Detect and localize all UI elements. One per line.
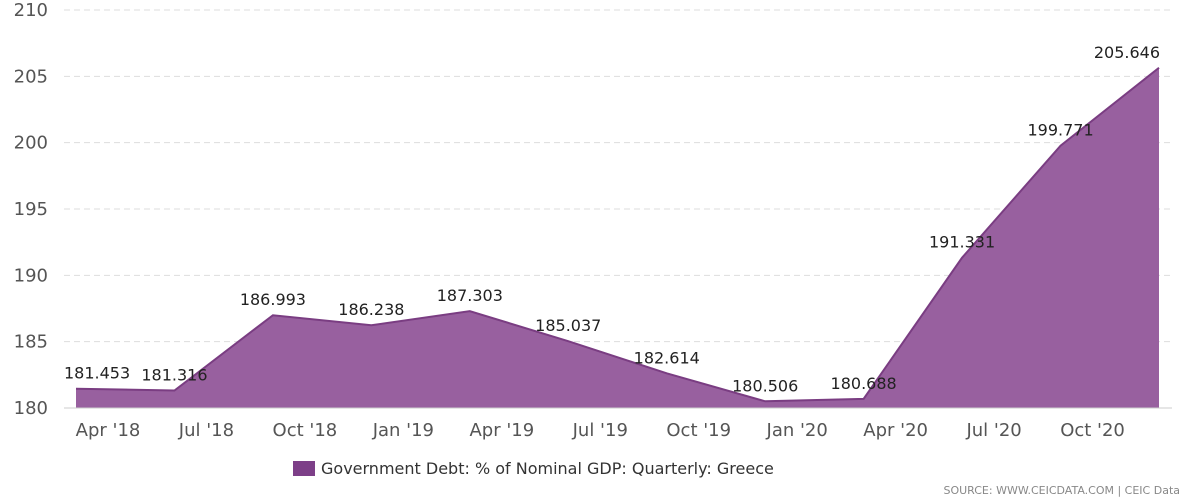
x-tick-label: Jan '20	[766, 420, 828, 441]
legend-label: Government Debt: % of Nominal GDP: Quart…	[321, 459, 774, 478]
data-label: 181.453	[64, 364, 130, 383]
data-label: 180.688	[831, 374, 897, 393]
data-label: 185.037	[535, 316, 601, 335]
data-label: 205.646	[1094, 43, 1160, 62]
series-line	[75, 66, 1160, 403]
data-label: 187.303	[437, 286, 503, 305]
y-tick-label: 180	[14, 398, 48, 419]
source-credit: SOURCE: WWW.CEICDATA.COM | CEIC Data	[943, 484, 1180, 497]
data-label: 186.993	[240, 290, 306, 309]
data-label: 186.238	[338, 300, 404, 319]
x-tick-label: Apr '18	[76, 420, 141, 441]
x-tick-label: Jan '19	[372, 420, 434, 441]
x-tick-label: Jul '20	[965, 420, 1021, 441]
y-tick-label: 210	[14, 0, 48, 21]
data-label: 181.316	[141, 366, 207, 385]
data-label: 191.331	[929, 233, 995, 252]
data-label: 199.771	[1027, 121, 1093, 140]
y-tick-label: 185	[14, 332, 48, 353]
x-tick-label: Apr '20	[863, 420, 928, 441]
data-label: 182.614	[634, 348, 700, 367]
y-tick-label: 200	[14, 133, 48, 154]
y-tick-label: 190	[14, 265, 48, 286]
legend-swatch	[293, 461, 315, 476]
x-tick-label: Oct '20	[1060, 420, 1125, 441]
x-tick-label: Oct '18	[273, 420, 338, 441]
data-labels: 181.453 181.316 186.993 186.238 187.303 185.0…	[64, 43, 1160, 396]
x-tick-label: Apr '19	[469, 420, 534, 441]
area-chart: 180 185 190 195 200 205 210 Apr '18 Jul '18 Oct …	[14, 0, 1172, 441]
x-tick-label: Jul '19	[572, 420, 628, 441]
x-axis-ticks: Apr '18 Jul '18 Oct '18 Jan '19 Apr '19 Jul '…	[76, 420, 1125, 441]
x-tick-label: Jul '18	[178, 420, 234, 441]
y-axis-ticks: 180 185 190 195 200 205 210	[14, 0, 48, 419]
data-label: 180.506	[732, 376, 798, 395]
legend[interactable]: Government Debt: % of Nominal GDP: Quart…	[293, 459, 774, 478]
y-tick-label: 205	[14, 66, 48, 87]
area-series	[64, 66, 1172, 409]
x-tick-label: Oct '19	[666, 420, 731, 441]
y-tick-label: 195	[14, 199, 48, 220]
